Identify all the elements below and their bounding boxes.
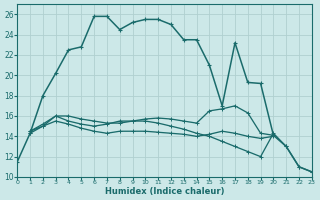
X-axis label: Humidex (Indice chaleur): Humidex (Indice chaleur): [105, 187, 224, 196]
